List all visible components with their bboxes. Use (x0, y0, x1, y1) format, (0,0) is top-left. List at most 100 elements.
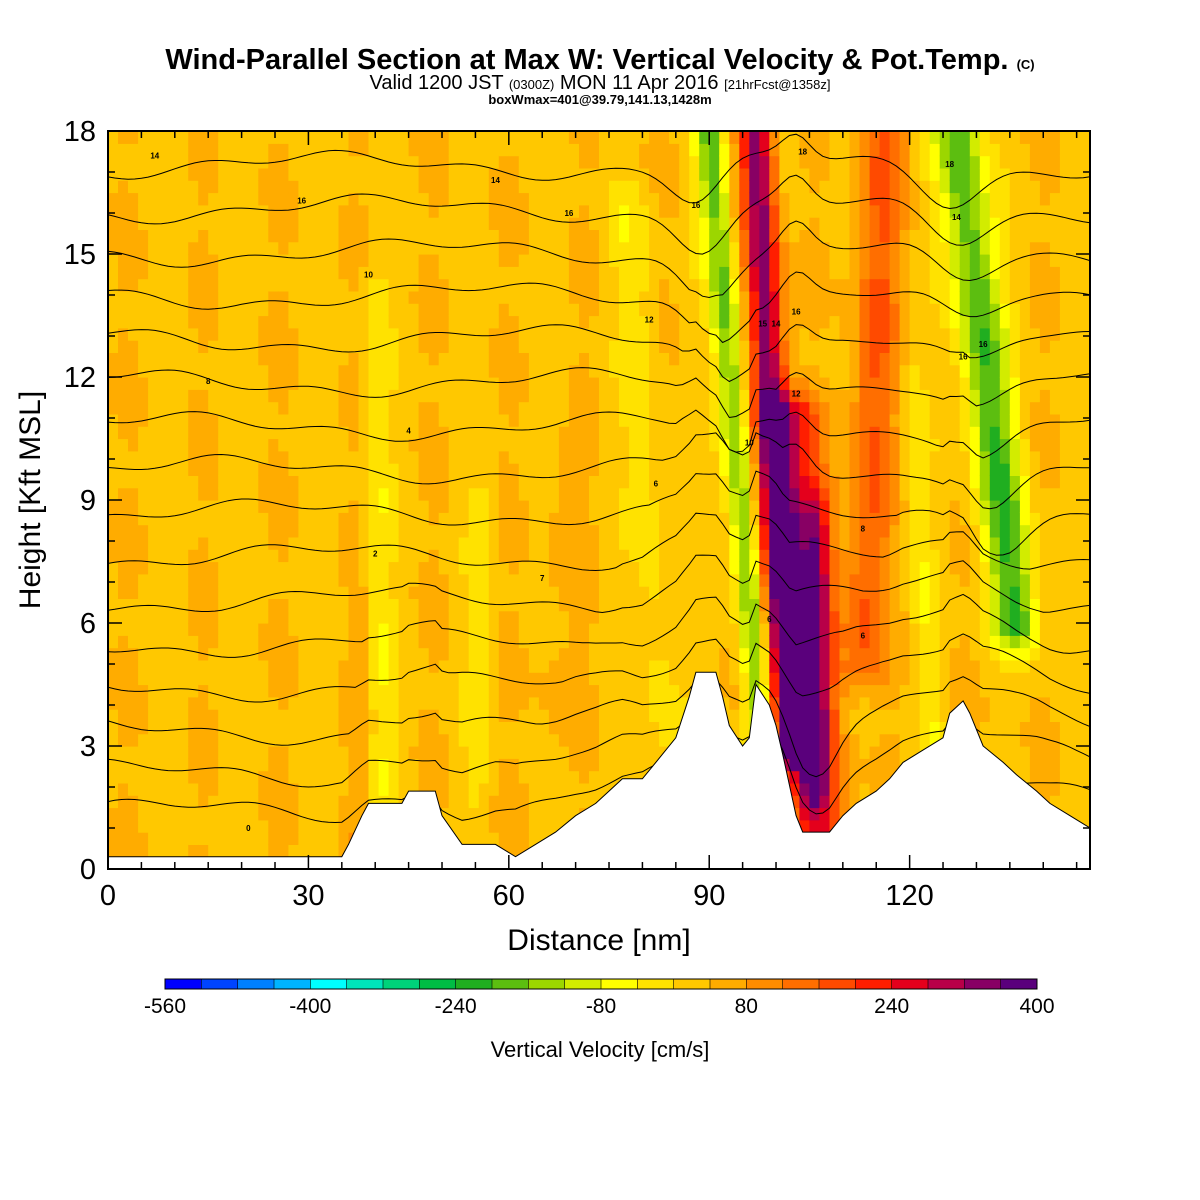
heatmap-cell (118, 475, 129, 489)
heatmap-cell (689, 586, 700, 599)
heatmap-cell (669, 266, 680, 280)
heatmap-cell (498, 586, 510, 599)
heatmap-cell (268, 610, 279, 624)
heatmap-cell (669, 696, 680, 710)
heatmap-cell (889, 254, 901, 267)
heatmap-cell (909, 389, 921, 403)
heatmap-cell (829, 721, 841, 735)
heatmap-cell (488, 180, 500, 194)
heatmap-cell (749, 659, 760, 673)
heatmap-cell (358, 696, 370, 710)
heatmap-cell (799, 807, 810, 821)
heatmap-cell (238, 401, 249, 415)
heatmap-cell (368, 143, 380, 157)
heatmap-cell (358, 561, 370, 575)
heatmap-cell (308, 217, 319, 230)
heatmap-cell (799, 377, 810, 390)
heatmap-cell (118, 586, 129, 599)
heatmap-cell (609, 327, 620, 341)
heatmap-cell (128, 832, 139, 845)
heatmap-cell (859, 463, 871, 476)
heatmap-cell (188, 782, 199, 796)
heatmap-cell (699, 155, 710, 169)
heatmap-cell (348, 413, 360, 427)
heatmap-cell (619, 204, 630, 218)
heatmap-cell (759, 536, 770, 550)
heatmap-cell (619, 635, 630, 649)
heatmap-cell (328, 303, 339, 317)
heatmap-cell (278, 684, 289, 698)
heatmap-cell (769, 254, 780, 267)
heatmap-cell (909, 327, 921, 341)
heatmap-cell (208, 352, 219, 366)
heatmap-cell (769, 217, 780, 230)
heatmap-cell (779, 733, 790, 747)
heatmap-cell (558, 623, 570, 636)
heatmap-cell (488, 290, 500, 304)
heatmap-cell (168, 696, 179, 710)
heatmap-cell (599, 131, 610, 144)
heatmap-cell (558, 696, 570, 710)
heatmap-cell (829, 500, 841, 513)
heatmap-cell (709, 192, 720, 206)
heatmap-cell (589, 254, 600, 267)
heatmap-cell (238, 426, 249, 440)
heatmap-cell (789, 512, 800, 526)
heatmap-cell (358, 315, 370, 329)
heatmap-cell (508, 635, 520, 649)
heatmap-cell (148, 672, 159, 686)
heatmap-cell (118, 500, 129, 513)
heatmap-cell (178, 573, 189, 587)
heatmap-cell (829, 450, 841, 464)
heatmap-cell (899, 352, 911, 366)
heatmap-cell (528, 315, 540, 329)
heatmap-cell (659, 131, 670, 144)
heatmap-cell (659, 389, 670, 403)
heatmap-cell (719, 167, 730, 181)
heatmap-cell (749, 180, 760, 194)
heatmap-cell (689, 561, 700, 575)
heatmap-cell (719, 426, 730, 440)
heatmap-cell (639, 500, 650, 513)
heatmap-cell (158, 758, 169, 772)
heatmap-cell (458, 524, 470, 538)
heatmap-cell (358, 143, 370, 157)
heatmap-cell (508, 413, 520, 427)
heatmap-cell (388, 487, 400, 501)
heatmap-cell (218, 733, 229, 747)
heatmap-cell (268, 573, 279, 587)
heatmap-cell (298, 254, 309, 267)
heatmap-cell (609, 266, 620, 280)
heatmap-cell (829, 573, 841, 587)
heatmap-cell (759, 180, 770, 194)
heatmap-cell (448, 401, 460, 415)
heatmap-cell (288, 684, 299, 698)
heatmap-cell (388, 266, 400, 280)
heatmap-cell (128, 266, 139, 280)
heatmap-cell (218, 192, 229, 206)
heatmap-cell (679, 426, 690, 440)
heatmap-cell (649, 450, 660, 464)
heatmap-cell (408, 450, 420, 464)
heatmap-cell (288, 647, 299, 661)
heatmap-cell (338, 192, 350, 206)
heatmap-cell (228, 290, 239, 304)
heatmap-cell (528, 401, 540, 415)
heatmap-cell (679, 315, 690, 329)
heatmap-cell (849, 204, 861, 218)
heatmap-cell (498, 389, 510, 403)
heatmap-cell (438, 229, 450, 243)
heatmap-cell (899, 340, 911, 353)
heatmap-cell (799, 401, 810, 415)
heatmap-cell (348, 782, 360, 796)
heatmap-cell (879, 746, 891, 759)
heatmap-cell (568, 487, 580, 501)
heatmap-cell (769, 340, 780, 353)
heatmap-cell (829, 475, 841, 489)
heatmap-cell (468, 832, 480, 845)
heatmap-cell (919, 143, 931, 157)
heatmap-cell (729, 389, 740, 403)
heatmap-cell (839, 487, 851, 501)
heatmap-cell (689, 217, 700, 230)
heatmap-cell (368, 463, 380, 476)
